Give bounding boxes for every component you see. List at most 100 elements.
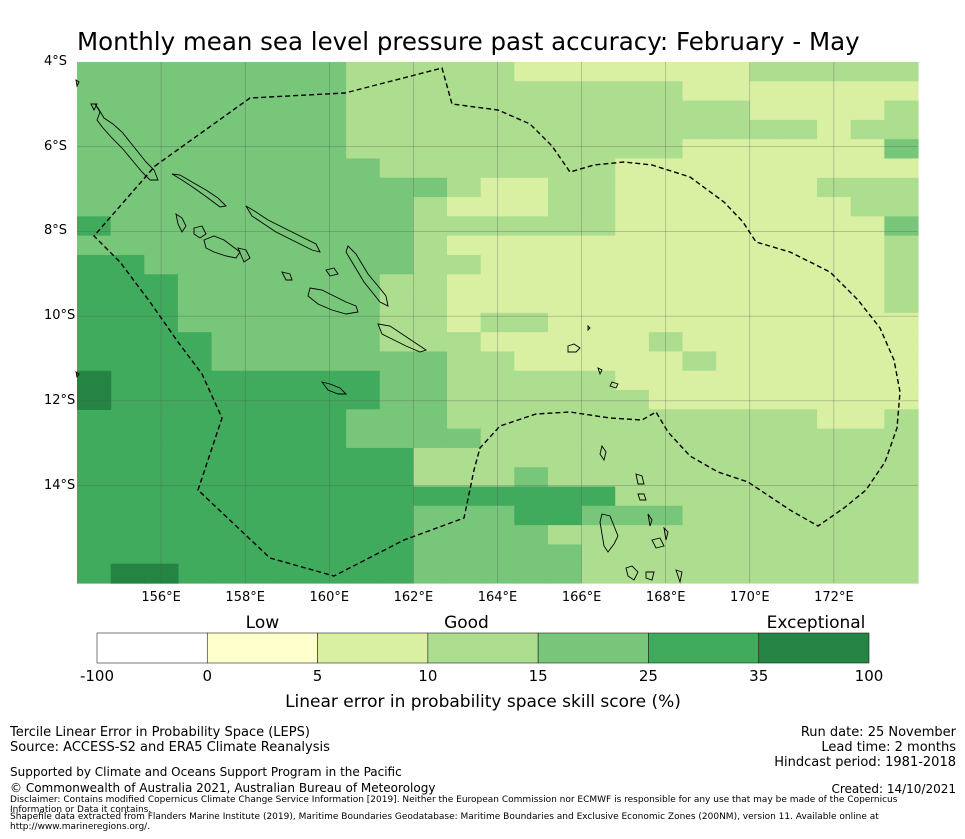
skill-cell (278, 447, 314, 468)
skill-cell (547, 332, 583, 353)
skill-cell (110, 544, 145, 565)
skill-cell (682, 216, 717, 237)
skill-cell (783, 235, 818, 256)
skill-cell (850, 390, 885, 410)
skill-cell (850, 370, 885, 391)
skill-cell (480, 254, 515, 275)
skill-cell (682, 486, 717, 507)
skill-cell (480, 525, 515, 546)
skill-cell (211, 119, 246, 140)
lon-tick-label: 170°E (730, 590, 770, 605)
lon-tick-label: 164°E (477, 590, 518, 605)
skill-cell (177, 428, 213, 449)
skill-cell (783, 158, 818, 179)
skill-cell (615, 332, 650, 353)
skill-cell (312, 119, 347, 140)
skill-cell (581, 274, 616, 295)
skill-cell (312, 235, 347, 256)
skill-cell (177, 409, 213, 430)
skill-cell (884, 525, 919, 546)
skill-cell (514, 332, 549, 353)
skill-cell (177, 274, 213, 295)
colorbar-tick-label: 25 (638, 667, 658, 685)
skill-cell (413, 351, 448, 372)
skill-cell (379, 81, 414, 102)
lat-tick-label: 14°S (44, 477, 76, 493)
skill-cell (278, 370, 314, 391)
skill-cell (144, 467, 179, 488)
skill-cell (615, 544, 650, 565)
skill-cell (749, 486, 785, 507)
skill-cell (480, 370, 515, 391)
skill-cell (547, 119, 583, 140)
skill-cell (850, 100, 885, 121)
skill-cell (716, 158, 751, 179)
skill-cell (817, 312, 852, 333)
skill-cell (144, 409, 179, 430)
skill-cell (547, 390, 583, 410)
skill-cell (144, 525, 179, 546)
skill-cell (783, 525, 818, 546)
skill-cell (581, 370, 616, 391)
skill-cell (278, 409, 314, 430)
skill-cell (615, 409, 650, 430)
skill-cell (379, 370, 414, 391)
island-choiseul (171, 173, 227, 208)
skill-cell (817, 274, 852, 295)
skill-cell (615, 158, 650, 179)
colorbar-label: Linear error in probability space skill … (285, 692, 681, 712)
skill-cell (547, 312, 583, 333)
lon-tick-label: 168°E (645, 590, 686, 605)
skill-cell (77, 428, 112, 449)
island-new-georgia (175, 213, 187, 233)
skill-cell (177, 525, 213, 546)
skill-cell (716, 312, 751, 333)
skill-cell (278, 544, 314, 565)
skill-cell (245, 119, 280, 140)
skill-cell (379, 293, 414, 314)
skill-cell (379, 467, 414, 488)
skill-cell (480, 158, 515, 179)
skill-cell (245, 158, 280, 179)
skill-cell (581, 544, 616, 565)
skill-cell (817, 139, 852, 160)
skill-cell (245, 428, 280, 449)
skill-cell (177, 235, 213, 256)
colorbar-tick-label: 5 (312, 667, 323, 685)
skill-cell (682, 390, 717, 410)
skill-cell (312, 216, 347, 237)
skill-cell (447, 312, 482, 333)
skill-cell (783, 81, 818, 102)
skill-cell (581, 81, 616, 102)
skill-cell (312, 177, 347, 198)
skill-cell (110, 390, 145, 410)
skill-cell (783, 390, 818, 410)
skill-cell (110, 235, 145, 256)
skill-cell (850, 62, 885, 82)
skill-cell (615, 254, 650, 275)
skill-cell (514, 390, 549, 410)
skill-cell (615, 62, 650, 82)
skill-cell (413, 177, 448, 198)
skill-cell (447, 563, 482, 584)
skill-cell (77, 351, 112, 372)
footer-copyright: © Commonwealth of Australia 2021, Austra… (10, 781, 436, 795)
skill-cell (884, 370, 919, 391)
skill-cell (77, 216, 112, 237)
skill-cell (245, 293, 280, 314)
skill-cell (278, 293, 314, 314)
skill-cell (413, 544, 448, 565)
skill-cell (211, 563, 246, 584)
skill-cell (783, 254, 818, 275)
skill-cell (110, 119, 145, 140)
skill-cell (211, 293, 246, 314)
skill-cell (77, 293, 112, 314)
skill-cell (615, 274, 650, 295)
lon-tick-label: 162°E (393, 590, 434, 605)
skill-cell (682, 100, 717, 121)
skill-cell (144, 119, 179, 140)
skill-cell (884, 505, 919, 526)
skill-cell (245, 409, 280, 430)
skill-cell (312, 254, 347, 275)
skill-cell (447, 158, 482, 179)
